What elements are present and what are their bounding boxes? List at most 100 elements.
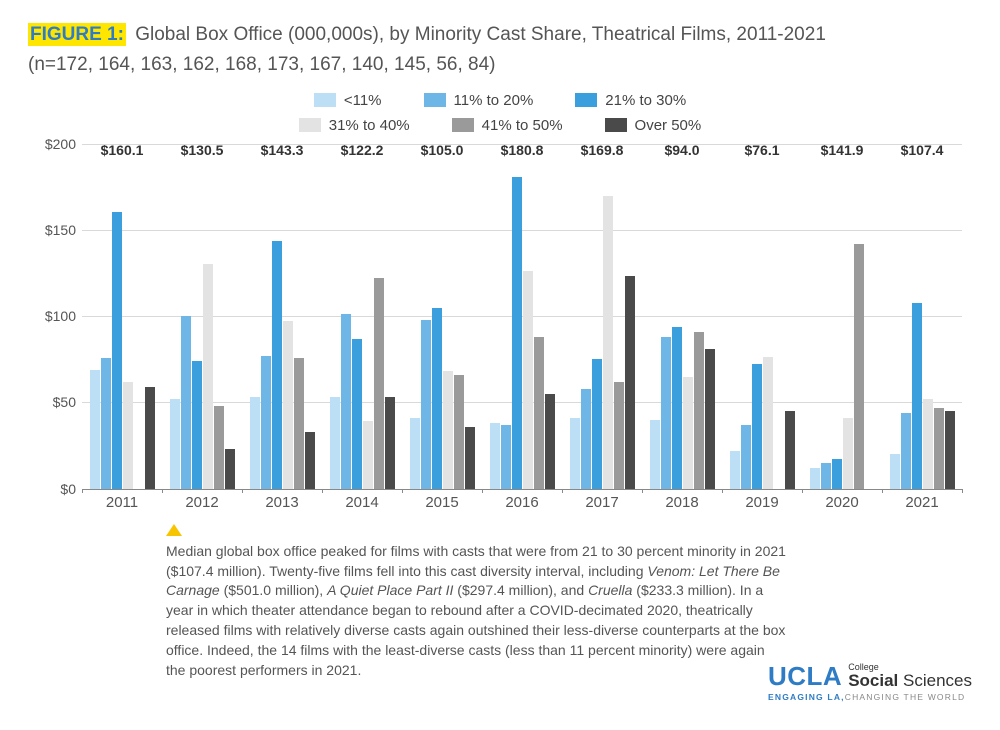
- bar-group: $169.8: [562, 144, 642, 489]
- legend-label: <11%: [344, 92, 382, 109]
- bar: [854, 244, 864, 489]
- legend: <11% 11% to 20% 21% to 30% 31% to 40% 41% t…: [28, 92, 972, 134]
- bar: [821, 463, 831, 489]
- bar: [112, 212, 122, 488]
- legend-swatch: [575, 93, 597, 107]
- bar: [603, 196, 613, 489]
- bar: [123, 382, 133, 489]
- bar-group: $130.5: [162, 144, 242, 489]
- bar-group: $105.0: [402, 144, 482, 489]
- bar: [730, 451, 740, 489]
- bar: [272, 241, 282, 488]
- x-axis-label: 2014: [322, 490, 402, 514]
- bar: [421, 320, 431, 489]
- x-axis-label: 2017: [562, 490, 642, 514]
- bar: [912, 303, 922, 488]
- x-axis-label: 2012: [162, 490, 242, 514]
- chart-title: FIGURE 1: Global Box Office (000,000s), …: [28, 22, 972, 48]
- bar: [501, 425, 511, 489]
- bar-group: $160.1: [82, 144, 162, 489]
- x-axis-label: 2015: [402, 490, 482, 514]
- bar: [261, 356, 271, 489]
- bar: [570, 418, 580, 489]
- bar: [294, 358, 304, 489]
- footnote: Median global box office peaked for film…: [166, 524, 786, 681]
- bar-value-label: $160.1: [101, 142, 144, 211]
- bar-chart: $0$50$100$150$200$160.1$130.5$143.3$122.…: [82, 144, 962, 514]
- x-axis-label: 2016: [482, 490, 562, 514]
- bar: [614, 382, 624, 489]
- bar: [203, 264, 213, 489]
- bar: [181, 316, 191, 489]
- bar: [901, 413, 911, 489]
- legend-item: 41% to 50%: [452, 117, 563, 134]
- bar-group: $107.4: [882, 144, 962, 489]
- bar: [170, 399, 180, 489]
- footnote-text: Median global box office peaked for film…: [166, 542, 786, 681]
- legend-item: 21% to 30%: [575, 92, 686, 109]
- bar: [283, 321, 293, 488]
- legend-item: 11% to 20%: [424, 92, 534, 109]
- y-axis-label: $50: [30, 394, 76, 410]
- bar: [741, 425, 751, 489]
- triangle-icon: [166, 524, 182, 536]
- bar: [352, 339, 362, 489]
- bar: [785, 411, 795, 489]
- y-axis-label: $150: [30, 222, 76, 238]
- bar: [832, 459, 842, 488]
- bar: [923, 399, 933, 489]
- legend-swatch: [314, 93, 336, 107]
- x-axis-label: 2013: [242, 490, 322, 514]
- legend-swatch: [424, 93, 446, 107]
- legend-item: 31% to 40%: [299, 117, 410, 134]
- legend-label: 41% to 50%: [482, 117, 563, 134]
- ucla-logo: UCLA College Social Sciences ENGAGING LA…: [768, 663, 972, 702]
- bar: [443, 371, 453, 488]
- x-axis-label: 2021: [882, 490, 962, 514]
- x-axis-label: 2011: [82, 490, 162, 514]
- bar-group: $143.3: [242, 144, 322, 489]
- bar: [592, 359, 602, 488]
- bar: [145, 387, 155, 489]
- bar: [810, 468, 820, 489]
- bar: [192, 361, 202, 489]
- legend-label: 31% to 40%: [329, 117, 410, 134]
- legend-swatch: [605, 118, 627, 132]
- bar-value-label: $94.0: [664, 142, 699, 325]
- bar: [650, 420, 660, 489]
- bar: [705, 349, 715, 489]
- bar: [945, 411, 955, 489]
- figure-label: FIGURE 1:: [28, 23, 126, 46]
- bar: [454, 375, 464, 489]
- bar-value-label: $76.1: [744, 142, 779, 356]
- bar: [672, 327, 682, 489]
- title-text: Global Box Office (000,000s), by Minorit…: [135, 24, 826, 45]
- bar: [305, 432, 315, 489]
- legend-label: 11% to 20%: [454, 92, 534, 109]
- logo-brand: UCLA: [768, 663, 842, 690]
- x-axis-label: 2019: [722, 490, 802, 514]
- bar-value-label: $141.9: [821, 142, 864, 242]
- bar: [363, 421, 373, 488]
- bar-value-label: $122.2: [341, 142, 384, 276]
- chart-subtitle: (n=172, 164, 163, 162, 168, 173, 167, 14…: [28, 54, 972, 76]
- y-axis-label: $0: [30, 481, 76, 497]
- bar: [534, 337, 544, 489]
- bar-value-label: $143.3: [261, 142, 304, 240]
- bar: [843, 418, 853, 489]
- bar-group: $141.9: [802, 144, 882, 489]
- logo-tagline: ENGAGING LA,CHANGING THE WORLD: [768, 693, 972, 702]
- logo-school: Social Sciences: [848, 672, 972, 690]
- bar: [410, 418, 420, 489]
- legend-swatch: [452, 118, 474, 132]
- bar-value-label: $105.0: [421, 142, 464, 306]
- bar-value-label: $169.8: [581, 142, 624, 194]
- bar-value-label: $180.8: [501, 142, 544, 175]
- legend-item: Over 50%: [605, 117, 702, 134]
- bar: [934, 408, 944, 489]
- y-axis-label: $100: [30, 308, 76, 324]
- bar: [225, 449, 235, 489]
- x-axis-label: 2018: [642, 490, 722, 514]
- bar-group: $94.0: [642, 144, 722, 489]
- bar: [432, 308, 442, 489]
